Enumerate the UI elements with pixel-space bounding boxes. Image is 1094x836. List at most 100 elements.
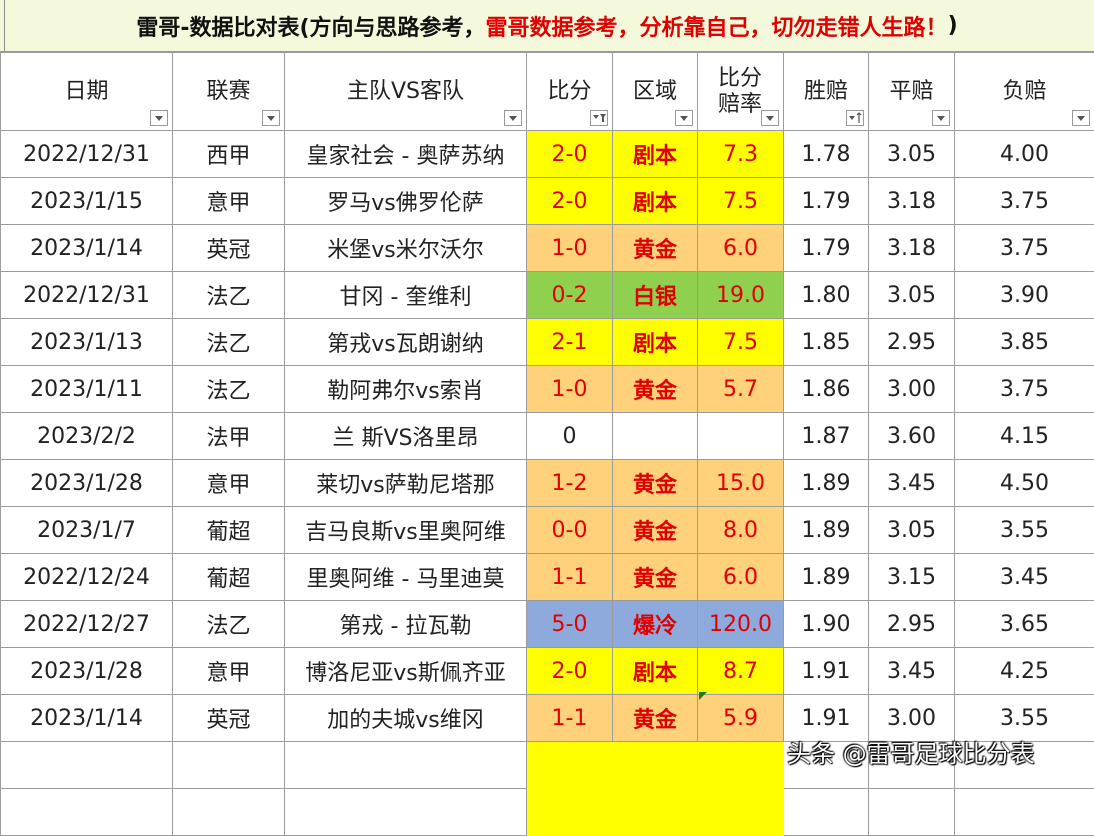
draw-odds-cell[interactable]: 3.45 bbox=[869, 648, 955, 695]
lose-odds-cell[interactable]: 3.85 bbox=[955, 319, 1094, 366]
draw-odds-cell[interactable]: 3.05 bbox=[869, 272, 955, 319]
draw-odds-cell[interactable]: 3.00 bbox=[869, 366, 955, 413]
zone-cell[interactable] bbox=[613, 413, 698, 460]
teams-cell[interactable]: 第戎vs瓦朗谢纳 bbox=[285, 319, 527, 366]
draw-odds-cell[interactable]: 3.60 bbox=[869, 413, 955, 460]
zone-cell[interactable]: 黄金 bbox=[613, 507, 698, 554]
empty-cell[interactable] bbox=[285, 789, 527, 836]
sort-ascending-icon[interactable] bbox=[846, 110, 864, 126]
zone-cell[interactable]: 黄金 bbox=[613, 554, 698, 601]
win-odds-cell[interactable]: 1.89 bbox=[784, 460, 869, 507]
teams-cell[interactable]: 甘冈 - 奎维利 bbox=[285, 272, 527, 319]
lose-odds-cell[interactable]: 4.00 bbox=[955, 131, 1094, 178]
win-odds-cell[interactable]: 1.86 bbox=[784, 366, 869, 413]
league-cell[interactable]: 英冠 bbox=[173, 695, 285, 742]
empty-cell[interactable] bbox=[527, 742, 613, 789]
win-odds-cell[interactable]: 1.78 bbox=[784, 131, 869, 178]
score-cell[interactable]: 1-1 bbox=[527, 695, 613, 742]
score-cell[interactable]: 1-2 bbox=[527, 460, 613, 507]
zone-cell[interactable]: 白银 bbox=[613, 272, 698, 319]
score-cell[interactable]: 1-0 bbox=[527, 225, 613, 272]
draw-odds-cell[interactable]: 3.18 bbox=[869, 178, 955, 225]
date-cell[interactable]: 2023/1/13 bbox=[1, 319, 173, 366]
league-cell[interactable]: 英冠 bbox=[173, 225, 285, 272]
league-cell[interactable]: 西甲 bbox=[173, 131, 285, 178]
draw-odds-cell[interactable]: 3.15 bbox=[869, 554, 955, 601]
date-cell[interactable]: 2022/12/31 bbox=[1, 272, 173, 319]
lose-odds-cell[interactable]: 3.75 bbox=[955, 178, 1094, 225]
lose-odds-cell[interactable]: 3.75 bbox=[955, 366, 1094, 413]
score-odds-cell[interactable]: 15.0 bbox=[698, 460, 784, 507]
zone-cell[interactable]: 黄金 bbox=[613, 225, 698, 272]
empty-cell[interactable] bbox=[613, 742, 698, 789]
lose-odds-cell[interactable]: 4.15 bbox=[955, 413, 1094, 460]
draw-odds-cell[interactable]: 3.45 bbox=[869, 460, 955, 507]
win-odds-cell[interactable]: 1.79 bbox=[784, 178, 869, 225]
empty-cell[interactable] bbox=[527, 789, 613, 836]
date-cell[interactable]: 2023/1/14 bbox=[1, 695, 173, 742]
teams-cell[interactable]: 里奥阿维 - 马里迪莫 bbox=[285, 554, 527, 601]
league-cell[interactable]: 意甲 bbox=[173, 460, 285, 507]
date-cell[interactable]: 2022/12/27 bbox=[1, 601, 173, 648]
teams-cell[interactable]: 兰 斯VS洛里昂 bbox=[285, 413, 527, 460]
score-odds-cell[interactable]: 5.9 bbox=[698, 695, 784, 742]
lose-odds-cell[interactable]: 3.55 bbox=[955, 507, 1094, 554]
zone-cell[interactable]: 黄金 bbox=[613, 460, 698, 507]
win-odds-cell[interactable]: 1.87 bbox=[784, 413, 869, 460]
date-cell[interactable]: 2023/1/15 bbox=[1, 178, 173, 225]
date-cell[interactable]: 2023/1/14 bbox=[1, 225, 173, 272]
filter-active-icon[interactable] bbox=[590, 110, 608, 126]
league-cell[interactable]: 法乙 bbox=[173, 272, 285, 319]
score-odds-cell[interactable]: 5.7 bbox=[698, 366, 784, 413]
teams-cell[interactable]: 加的夫城vs维冈 bbox=[285, 695, 527, 742]
score-cell[interactable]: 1-1 bbox=[527, 554, 613, 601]
win-odds-cell[interactable]: 1.85 bbox=[784, 319, 869, 366]
score-cell[interactable]: 0-2 bbox=[527, 272, 613, 319]
filter-dropdown-icon[interactable] bbox=[761, 110, 779, 126]
score-odds-cell[interactable]: 6.0 bbox=[698, 225, 784, 272]
draw-odds-cell[interactable]: 3.05 bbox=[869, 507, 955, 554]
score-odds-cell[interactable]: 7.5 bbox=[698, 319, 784, 366]
filter-dropdown-icon[interactable] bbox=[150, 110, 168, 126]
league-cell[interactable]: 法乙 bbox=[173, 366, 285, 413]
lose-odds-cell[interactable]: 4.50 bbox=[955, 460, 1094, 507]
date-cell[interactable]: 2023/2/2 bbox=[1, 413, 173, 460]
lose-odds-cell[interactable]: 3.75 bbox=[955, 225, 1094, 272]
league-cell[interactable]: 法乙 bbox=[173, 601, 285, 648]
empty-cell[interactable] bbox=[698, 789, 784, 836]
teams-cell[interactable]: 博洛尼亚vs斯佩齐亚 bbox=[285, 648, 527, 695]
zone-cell[interactable]: 黄金 bbox=[613, 366, 698, 413]
date-cell[interactable]: 2023/1/28 bbox=[1, 460, 173, 507]
date-cell[interactable]: 2023/1/11 bbox=[1, 366, 173, 413]
score-cell[interactable]: 0-0 bbox=[527, 507, 613, 554]
zone-cell[interactable]: 剧本 bbox=[613, 648, 698, 695]
empty-cell[interactable] bbox=[173, 742, 285, 789]
filter-dropdown-icon[interactable] bbox=[675, 110, 693, 126]
teams-cell[interactable]: 莱切vs萨勒尼塔那 bbox=[285, 460, 527, 507]
teams-cell[interactable]: 勒阿弗尔vs索肖 bbox=[285, 366, 527, 413]
empty-cell[interactable] bbox=[285, 742, 527, 789]
score-cell[interactable]: 2-1 bbox=[527, 319, 613, 366]
win-odds-cell[interactable]: 1.91 bbox=[784, 648, 869, 695]
date-cell[interactable]: 2022/12/31 bbox=[1, 131, 173, 178]
lose-odds-cell[interactable]: 3.45 bbox=[955, 554, 1094, 601]
filter-dropdown-icon[interactable] bbox=[262, 110, 280, 126]
draw-odds-cell[interactable]: 3.18 bbox=[869, 225, 955, 272]
win-odds-cell[interactable]: 1.80 bbox=[784, 272, 869, 319]
score-odds-cell[interactable]: 7.3 bbox=[698, 131, 784, 178]
teams-cell[interactable]: 罗马vs佛罗伦萨 bbox=[285, 178, 527, 225]
draw-odds-cell[interactable]: 3.05 bbox=[869, 131, 955, 178]
empty-cell[interactable] bbox=[784, 789, 869, 836]
filter-dropdown-icon[interactable] bbox=[504, 110, 522, 126]
zone-cell[interactable]: 剧本 bbox=[613, 178, 698, 225]
date-cell[interactable]: 2023/1/28 bbox=[1, 648, 173, 695]
score-odds-cell[interactable]: 7.5 bbox=[698, 178, 784, 225]
filter-dropdown-icon[interactable] bbox=[1072, 110, 1090, 126]
draw-odds-cell[interactable]: 2.95 bbox=[869, 319, 955, 366]
zone-cell[interactable]: 剧本 bbox=[613, 131, 698, 178]
league-cell[interactable]: 葡超 bbox=[173, 554, 285, 601]
teams-cell[interactable]: 皇家社会 - 奥萨苏纳 bbox=[285, 131, 527, 178]
league-cell[interactable]: 法甲 bbox=[173, 413, 285, 460]
empty-cell[interactable] bbox=[698, 742, 784, 789]
teams-cell[interactable]: 第戎 - 拉瓦勒 bbox=[285, 601, 527, 648]
